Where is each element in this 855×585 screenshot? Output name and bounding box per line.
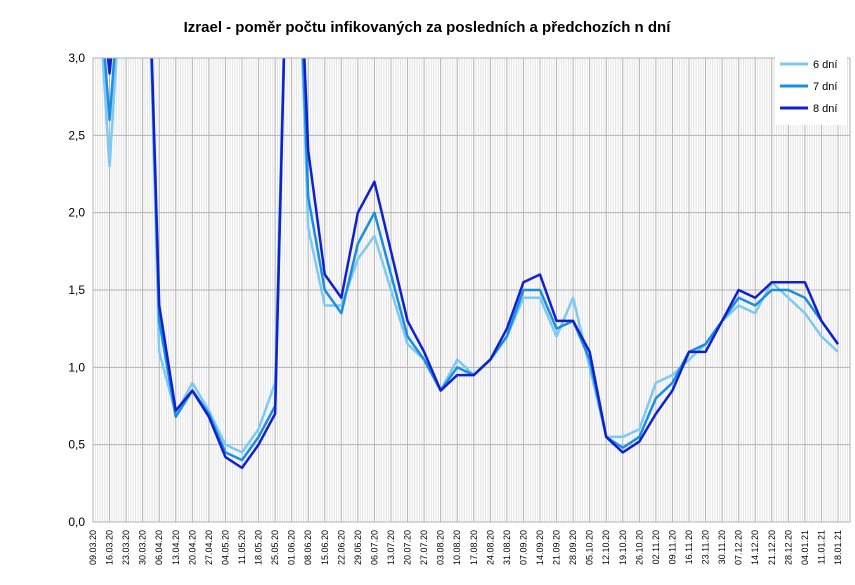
legend-label: 8 dní (813, 103, 837, 115)
x-tick-label: 07.09.20 (518, 530, 528, 565)
x-tick-label: 30.03.20 (138, 530, 148, 565)
plot (101, 58, 840, 470)
x-tick-label: 27.07.20 (419, 530, 429, 565)
y-tick-label: 1,0 (68, 360, 85, 374)
x-tick-label: 29.06.20 (353, 530, 363, 565)
x-tick-label: 08.06.20 (303, 530, 313, 565)
x-tick-label: 28.12.20 (783, 530, 793, 565)
plot-frame (92, 57, 851, 523)
y-tick-label: 2,0 (68, 206, 85, 220)
x-tick-label: 25.05.20 (270, 530, 280, 565)
x-tick-label: 11.01.21 (816, 530, 826, 564)
x-tick-label: 13.04.20 (171, 530, 181, 565)
x-tick-label: 11.05.20 (237, 530, 247, 564)
x-tick-label: 16.11.20 (684, 530, 694, 564)
grid (92, 57, 851, 523)
x-tick-label: 10.08.20 (452, 530, 462, 565)
y-tick-label: 0,5 (68, 438, 85, 452)
x-tick-label: 27.04.20 (204, 530, 214, 565)
x-tick-label: 26.10.20 (634, 530, 644, 565)
x-tick-label: 01.06.20 (287, 530, 297, 565)
x-tick-label: 16.03.20 (105, 530, 115, 565)
x-tick-label: 07.12.20 (734, 530, 744, 565)
x-tick-label: 30.11.20 (717, 530, 727, 564)
x-tick-label: 04.05.20 (220, 530, 230, 565)
x-tick-label: 03.08.20 (436, 530, 446, 565)
x-tick-label: 04.01.21 (800, 530, 810, 565)
y-tick-label: 3,0 (68, 51, 85, 65)
x-tick-label: 13.07.20 (386, 530, 396, 565)
x-tick-label: 21.12.20 (767, 530, 777, 565)
x-tick-label: 15.06.20 (320, 530, 330, 565)
x-tick-label: 09.11.20 (667, 530, 677, 564)
x-tick-label: 22.06.20 (336, 530, 346, 565)
legend-label: 7 dní (813, 81, 837, 93)
data-line (106, 58, 840, 470)
x-tick-label: 21.09.20 (552, 530, 562, 565)
x-tick-label: 24.08.20 (485, 530, 495, 565)
chart-title: Izrael - poměr počtu infikovaných za pos… (184, 19, 672, 36)
x-tick-label: 14.09.20 (535, 530, 545, 565)
x-tick-label: 18.01.21 (833, 530, 843, 565)
x-tick-label: 23.03.20 (121, 530, 131, 565)
y-tick-label: 0,0 (68, 515, 85, 529)
x-tick-label: 18.05.20 (254, 530, 264, 565)
x-tick-label: 31.08.20 (502, 530, 512, 565)
x-tick-label: 20.04.20 (187, 530, 197, 565)
x-tick-label: 02.11.20 (651, 530, 661, 564)
x-tick-label: 06.04.20 (154, 530, 164, 565)
y-tick-label: 1,5 (68, 283, 85, 297)
x-tick-label: 09.03.20 (88, 530, 98, 565)
x-tick-label: 12.10.20 (601, 530, 611, 565)
x-tick-label: 23.11.20 (701, 530, 711, 564)
x-tick-label: 28.09.20 (568, 530, 578, 565)
legend (775, 55, 847, 125)
x-tick-label: 20.07.20 (403, 530, 413, 565)
y-tick-label: 2,5 (68, 128, 85, 142)
legend-label: 6 dní (813, 59, 837, 71)
data-line (103, 58, 840, 462)
x-tick-label: 19.10.20 (618, 530, 628, 565)
x-tick-label: 17.08.20 (469, 530, 479, 565)
data-line (101, 58, 839, 454)
x-tick-label: 14.12.20 (750, 530, 760, 565)
x-tick-label: 05.10.20 (585, 530, 595, 565)
x-tick-label: 06.07.20 (369, 530, 379, 565)
